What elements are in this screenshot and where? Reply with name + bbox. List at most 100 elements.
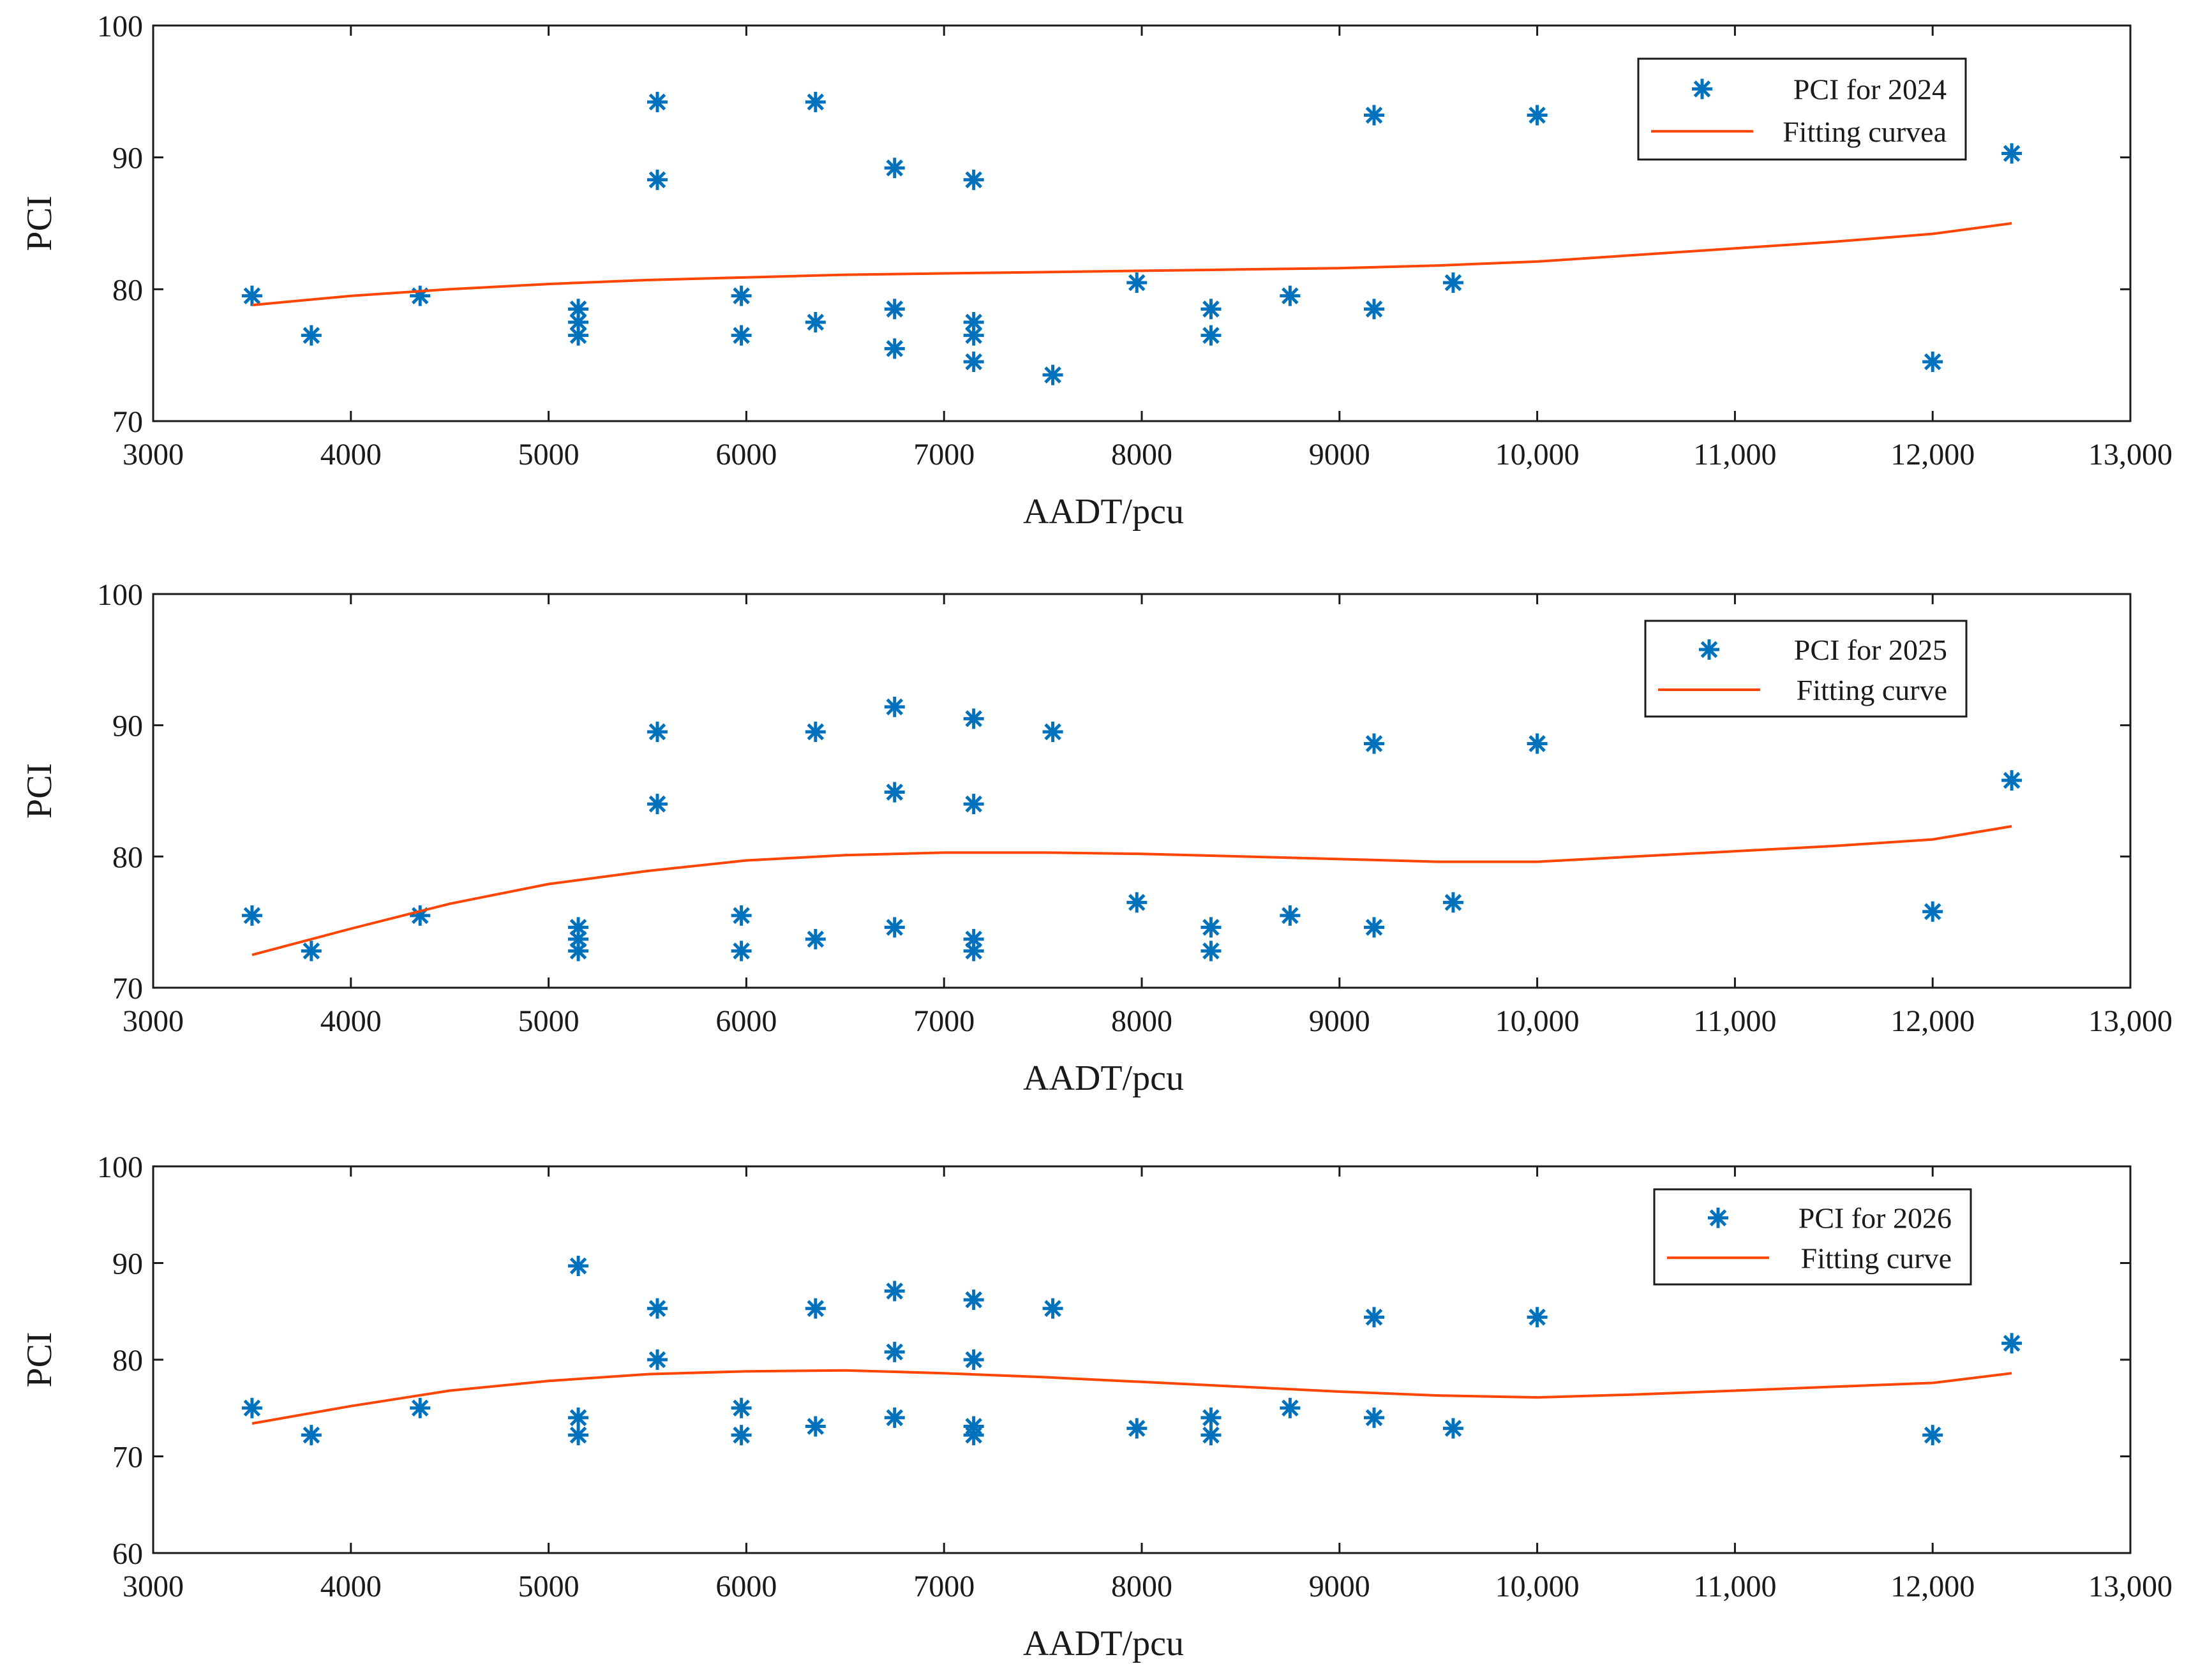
pci-data-point: [647, 794, 668, 815]
y-tick-label: 80: [112, 1344, 143, 1378]
pci-data-point: [1126, 892, 1148, 913]
pci-data-point: [1200, 940, 1222, 962]
y-axis-title: PCI: [20, 195, 59, 251]
pci-data-point: [410, 1397, 431, 1418]
pci-data-point: [301, 1425, 322, 1446]
pci-data-point: [805, 91, 826, 112]
pci-data-point: [1364, 299, 1385, 320]
y-tick-label: 70: [112, 405, 143, 439]
pci-data-point: [2001, 770, 2023, 791]
pci-data-point: [884, 1407, 905, 1428]
pci-data-point: [884, 1281, 905, 1302]
pci-data-point: [2001, 1333, 2023, 1354]
pci-data-point: [731, 1425, 752, 1446]
y-tick-label: 100: [97, 1150, 143, 1184]
pci-data-point: [1922, 352, 1943, 372]
pci-data-point: [1364, 1307, 1385, 1328]
pci-data-point: [241, 905, 262, 926]
pci-data-point: [1527, 1307, 1548, 1328]
fitting-curve-line: [251, 1369, 2012, 1425]
x-tick-label: 11,000: [1693, 1004, 1776, 1038]
pci-data-point: [1364, 1407, 1385, 1428]
x-tick-label: 7000: [913, 1570, 975, 1603]
pci-data-point: [1200, 917, 1222, 938]
pci-data-point: [1200, 299, 1222, 320]
legend-label-scatter: PCI for 2025: [1794, 634, 1947, 666]
pci-data-point: [963, 1349, 984, 1370]
pci-data-point: [731, 940, 752, 962]
pci-data-point: [731, 285, 752, 306]
legend-box: [1637, 57, 1967, 161]
pci-data-point: [1042, 364, 1063, 385]
y-tick-label: 90: [112, 142, 143, 175]
pci-data-point: [1280, 285, 1301, 306]
pci-data-point: [1364, 733, 1385, 754]
pci-data-point: [1126, 272, 1148, 293]
x-tick-label: 10,000: [1495, 438, 1580, 472]
pci-data-point: [884, 782, 905, 803]
x-tick-label: 6000: [715, 1004, 777, 1038]
x-tick-label: 13,000: [2088, 1570, 2172, 1603]
y-axis-title: PCI: [20, 1332, 59, 1387]
x-axis-title: AADT/pcu: [1023, 492, 1184, 532]
x-tick-label: 4000: [320, 1004, 382, 1038]
y-axis-title: PCI: [20, 763, 59, 819]
x-tick-label: 5000: [518, 1004, 580, 1038]
pci-data-point: [1280, 905, 1301, 926]
x-tick-label: 12,000: [1890, 1004, 1975, 1038]
pci-data-point: [805, 721, 826, 742]
pci-data-point: [2001, 143, 2023, 164]
pci-data-point: [647, 1298, 668, 1319]
x-tick-label: 9000: [1309, 1004, 1370, 1038]
legend-marker-asterisk: [1692, 78, 1712, 100]
legend-box: [1653, 1188, 1972, 1286]
pci-data-point: [647, 169, 668, 190]
pci-data-point: [731, 1397, 752, 1418]
legend-label-scatter: PCI for 2024: [1793, 73, 1947, 105]
y-tick-label: 80: [112, 273, 143, 307]
pci-data-point: [1200, 1425, 1222, 1446]
x-tick-label: 7000: [913, 1004, 975, 1038]
pci-data-point: [1200, 325, 1222, 346]
pci-data-point: [1442, 272, 1463, 293]
legend-box: [1644, 620, 1968, 718]
fitting-curve-line: [251, 825, 2012, 956]
pci-data-point: [963, 169, 984, 190]
legend: PCI for 2025 Fitting curve: [1644, 620, 1968, 718]
x-tick-label: 13,000: [2088, 1004, 2172, 1038]
pci-scatter-series: [241, 91, 2023, 385]
x-tick-label: 13,000: [2088, 438, 2172, 472]
x-tick-label: 12,000: [1890, 1570, 1975, 1603]
pci-data-point: [963, 794, 984, 815]
pci-data-point: [568, 1256, 589, 1277]
x-tick-label: 11,000: [1693, 1570, 1776, 1603]
pci-data-point: [568, 1425, 589, 1446]
x-tick-label: 5000: [518, 1570, 580, 1603]
y-tick-label: 70: [112, 972, 143, 1006]
x-tick-label: 12,000: [1890, 438, 1975, 472]
pci-data-point: [647, 721, 668, 742]
x-axis-title: AADT/pcu: [1023, 1624, 1184, 1663]
pci-data-point: [301, 940, 322, 962]
chart-panel-2: 3000 4000 5000 6000 7000 8000 9000 10,000 11,000…: [20, 578, 2172, 1098]
y-tick-label: 70: [112, 1441, 143, 1475]
pci-data-point: [963, 708, 984, 729]
x-tick-label: 6000: [715, 438, 777, 472]
pci-data-point: [1442, 1418, 1463, 1439]
pci-data-point: [884, 696, 905, 717]
pci-data-point: [884, 917, 905, 938]
pci-data-point: [884, 299, 905, 320]
x-tick-label: 3000: [123, 1570, 184, 1603]
legend-label-scatter: PCI for 2026: [1798, 1202, 1952, 1235]
x-tick-label: 6000: [715, 1570, 777, 1603]
pci-data-point: [805, 1298, 826, 1319]
pci-data-point: [963, 325, 984, 346]
x-tick-label: 7000: [913, 438, 975, 472]
pci-data-point: [963, 352, 984, 372]
pci-data-point: [1364, 917, 1385, 938]
pci-data-point: [1042, 1298, 1063, 1319]
legend-label-curve: Fitting curve: [1801, 1242, 1952, 1274]
x-tick-label: 8000: [1111, 438, 1172, 472]
pci-data-point: [241, 1397, 262, 1418]
